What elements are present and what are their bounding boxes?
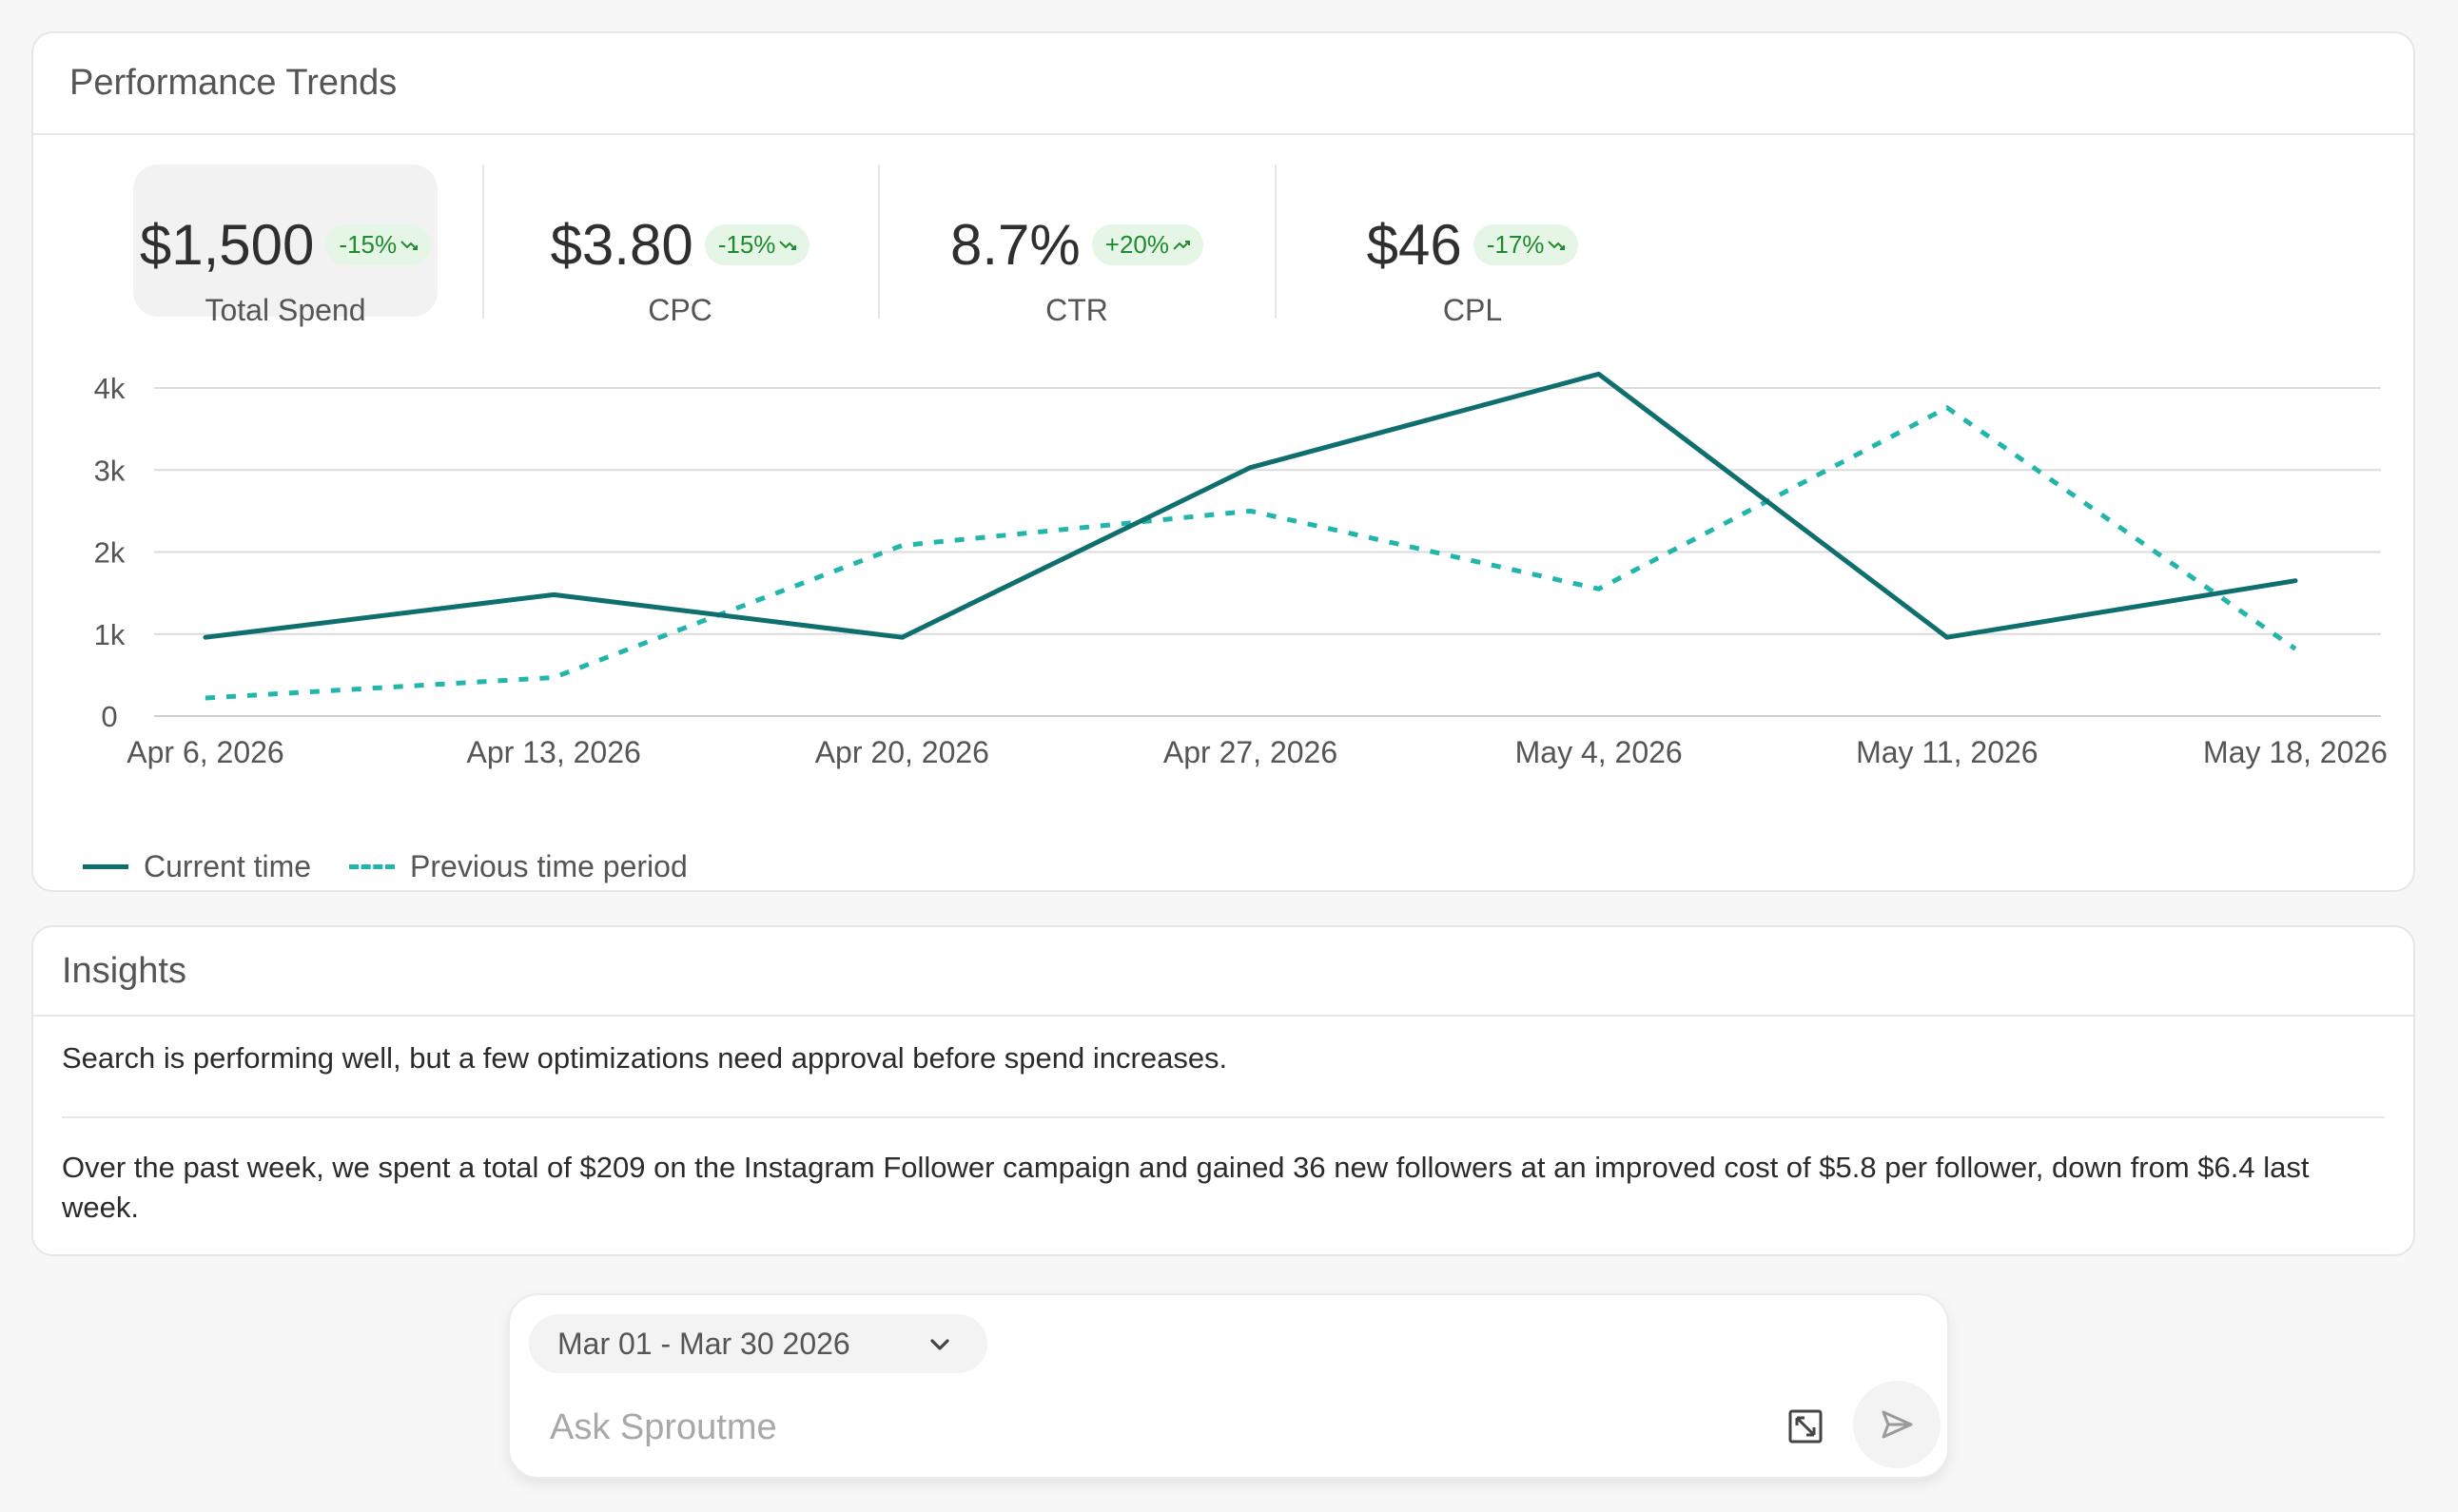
insight-text: Over the past week, we spent a total of … [62, 1151, 2310, 1224]
trend-up-icon [1173, 240, 1190, 250]
kpi-ctr[interactable]: 8.7% +20% CTR [925, 165, 1229, 327]
trend-down-icon [779, 240, 797, 250]
kpi-label: Total Spend [205, 293, 366, 327]
y-tick-label: 4k [94, 372, 126, 405]
send-icon [1882, 1410, 1913, 1439]
performance-line-chart: 0 1k 2k 3k 4k Apr 6, 2026 Apr 13, 2026 Apr 20, … [94, 371, 2388, 769]
trend-down-icon [400, 240, 419, 250]
kpi-divider [482, 165, 484, 319]
insight-text: Search is performing well, but a few opt… [62, 1041, 1228, 1075]
y-tick-label: 2k [94, 536, 126, 570]
kpi-row: $1,500 -15% Total Spend $3.80 -15% CPC [100, 165, 1622, 350]
insights-title: Insights [33, 927, 2413, 1017]
kpi-change-badge: -15% [325, 224, 432, 265]
kpi-value: $46 [1366, 213, 1462, 277]
chart-legend: Current time Previous time period [83, 849, 726, 884]
performance-trends-title: Performance Trends [33, 33, 2413, 135]
kpi-change-badge: -17% [1473, 224, 1579, 265]
kpi-label: CPC [648, 293, 712, 327]
y-tick-label: 3k [94, 454, 126, 487]
insights-card: Insights Search is performing well, but … [31, 925, 2415, 1256]
kpi-value: 8.7% [950, 213, 1081, 277]
kpi-label: CPL [1442, 293, 1503, 327]
kpi-divider [878, 165, 880, 319]
insight-divider [62, 1116, 2385, 1118]
x-tick-label: May 18, 2026 [2203, 735, 2388, 769]
x-tick-label: Apr 20, 2026 [815, 735, 989, 769]
y-tick-label: 0 [101, 700, 117, 733]
kpi-change-badge: -15% [704, 224, 810, 265]
legend-swatch-solid [83, 864, 128, 869]
date-range-label: Mar 01 - Mar 30 2026 [557, 1326, 850, 1361]
trend-down-icon [1548, 240, 1566, 250]
x-tick-label: May 11, 2026 [1856, 735, 2039, 769]
kpi-label: CTR [1045, 293, 1108, 327]
x-tick-label: Apr 13, 2026 [467, 735, 641, 769]
kpi-divider [1275, 165, 1277, 319]
kpi-value: $3.80 [550, 213, 693, 277]
y-tick-label: 1k [94, 618, 126, 651]
kpi-change-badge: +20% [1091, 224, 1203, 265]
legend-item-current[interactable]: Current time [83, 849, 311, 884]
x-tick-label: May 4, 2026 [1515, 735, 1683, 769]
performance-trends-card: Performance Trends $1,500 -15% Total Spe… [31, 31, 2415, 892]
expand-icon[interactable] [1786, 1407, 1824, 1445]
series-line-current [203, 371, 2298, 640]
chevron-down-icon [930, 1339, 949, 1350]
date-range-dropdown[interactable]: Mar 01 - Mar 30 2026 [529, 1314, 987, 1373]
legend-swatch-dashed [349, 864, 396, 869]
ask-input[interactable] [548, 1398, 1788, 1457]
legend-item-previous[interactable]: Previous time period [349, 849, 688, 884]
send-button[interactable] [1853, 1381, 1941, 1468]
ask-box: Mar 01 - Mar 30 2026 [508, 1293, 1949, 1479]
x-tick-label: Apr 6, 2026 [127, 735, 283, 769]
kpi-value: $1,500 [139, 213, 315, 277]
kpi-total-spend[interactable]: $1,500 -15% Total Spend [133, 165, 438, 327]
kpi-cpc[interactable]: $3.80 -15% CPC [528, 165, 832, 327]
kpi-cpl[interactable]: $46 -17% CPL [1320, 165, 1625, 327]
x-tick-label: Apr 27, 2026 [1163, 735, 1337, 769]
